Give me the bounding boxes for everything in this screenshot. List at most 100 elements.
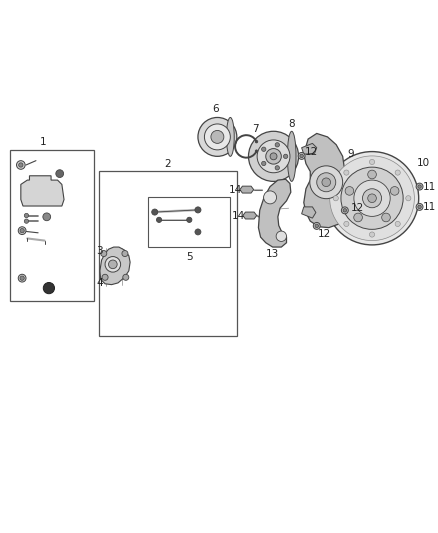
Circle shape — [325, 151, 419, 245]
Circle shape — [205, 124, 230, 150]
Circle shape — [344, 170, 349, 175]
Polygon shape — [100, 247, 130, 285]
Circle shape — [24, 219, 28, 223]
Circle shape — [418, 205, 421, 208]
Polygon shape — [243, 212, 257, 219]
Text: 10: 10 — [417, 158, 430, 168]
Bar — [99, 172, 237, 336]
Circle shape — [18, 274, 26, 282]
Text: 7: 7 — [252, 124, 258, 134]
Circle shape — [345, 187, 354, 195]
Circle shape — [341, 207, 348, 214]
Text: 5: 5 — [186, 252, 193, 262]
Circle shape — [270, 153, 277, 160]
Text: 8: 8 — [288, 119, 295, 129]
Circle shape — [315, 224, 318, 228]
Circle shape — [363, 189, 381, 208]
Polygon shape — [240, 186, 254, 193]
Circle shape — [261, 147, 266, 151]
Circle shape — [344, 221, 349, 227]
Circle shape — [195, 207, 201, 213]
Circle shape — [20, 229, 24, 233]
Circle shape — [187, 217, 192, 222]
Circle shape — [24, 213, 28, 217]
Circle shape — [369, 159, 374, 165]
Circle shape — [102, 274, 108, 280]
Circle shape — [354, 213, 362, 222]
Circle shape — [122, 251, 128, 256]
Circle shape — [313, 222, 320, 229]
Polygon shape — [302, 207, 316, 218]
Polygon shape — [21, 176, 64, 206]
Text: 9: 9 — [347, 149, 354, 159]
Circle shape — [368, 170, 376, 179]
Polygon shape — [304, 133, 347, 228]
Circle shape — [317, 173, 336, 192]
Circle shape — [101, 251, 107, 256]
Text: 11: 11 — [422, 182, 436, 191]
Circle shape — [310, 166, 343, 199]
Circle shape — [416, 183, 423, 190]
Circle shape — [322, 178, 331, 187]
Circle shape — [198, 117, 237, 156]
Text: 12: 12 — [351, 203, 364, 213]
Circle shape — [343, 208, 346, 212]
Circle shape — [261, 161, 266, 166]
Circle shape — [211, 131, 224, 143]
Circle shape — [416, 204, 423, 211]
Text: 2: 2 — [164, 159, 171, 168]
Bar — [148, 197, 230, 247]
Text: 13: 13 — [266, 248, 279, 259]
Circle shape — [276, 231, 286, 241]
Circle shape — [395, 221, 400, 227]
Text: 4: 4 — [96, 278, 103, 288]
Circle shape — [390, 187, 399, 195]
Circle shape — [298, 152, 305, 159]
Ellipse shape — [226, 117, 234, 156]
Text: 12: 12 — [304, 148, 318, 157]
Circle shape — [19, 163, 23, 167]
Circle shape — [330, 156, 414, 240]
Text: 12: 12 — [318, 229, 331, 239]
Circle shape — [257, 140, 290, 173]
Circle shape — [123, 274, 129, 280]
Circle shape — [18, 227, 26, 235]
Circle shape — [43, 213, 51, 221]
Circle shape — [354, 180, 390, 216]
Text: 6: 6 — [212, 104, 219, 114]
Text: 14: 14 — [232, 211, 245, 221]
Circle shape — [266, 149, 281, 164]
Circle shape — [56, 169, 64, 177]
Text: 11: 11 — [422, 202, 436, 212]
Circle shape — [275, 143, 279, 147]
Circle shape — [369, 232, 374, 237]
Circle shape — [264, 191, 276, 204]
Text: 14: 14 — [229, 184, 242, 195]
Polygon shape — [302, 143, 317, 154]
Circle shape — [395, 170, 400, 175]
Circle shape — [341, 167, 403, 229]
Circle shape — [195, 229, 201, 235]
Circle shape — [17, 160, 25, 169]
Circle shape — [381, 213, 390, 222]
Circle shape — [406, 196, 411, 201]
Circle shape — [368, 194, 376, 203]
Circle shape — [20, 276, 24, 280]
Circle shape — [275, 166, 279, 170]
Circle shape — [105, 256, 120, 272]
Circle shape — [255, 150, 258, 152]
Circle shape — [156, 217, 162, 222]
Text: 1: 1 — [40, 137, 47, 147]
Circle shape — [152, 209, 158, 215]
Ellipse shape — [287, 131, 296, 181]
Text: 3: 3 — [96, 246, 103, 255]
Bar — [10, 150, 94, 301]
Circle shape — [255, 140, 258, 143]
Circle shape — [283, 154, 288, 158]
Circle shape — [418, 185, 421, 188]
Circle shape — [300, 154, 304, 158]
Circle shape — [248, 131, 299, 181]
Circle shape — [43, 282, 54, 294]
Circle shape — [333, 196, 338, 201]
Circle shape — [109, 260, 117, 269]
